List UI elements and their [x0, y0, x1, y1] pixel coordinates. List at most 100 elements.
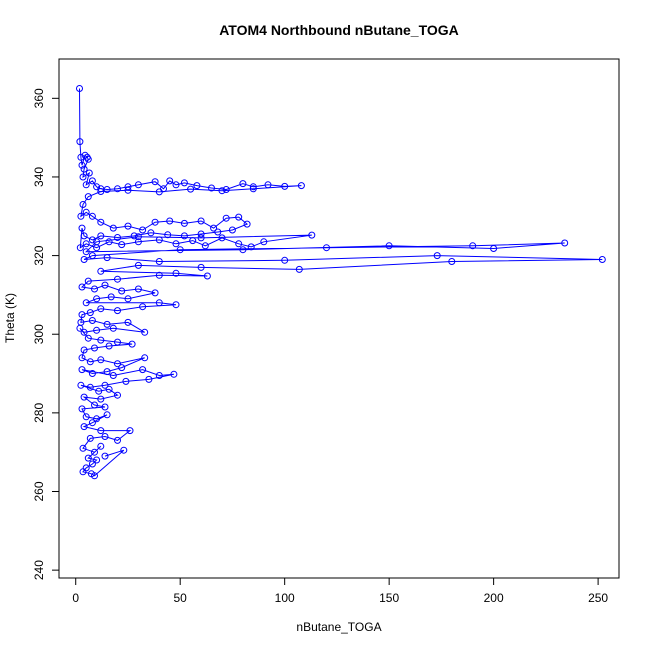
data-point [180, 232, 188, 240]
data-point [180, 179, 188, 187]
data-point [79, 201, 87, 208]
data-point [103, 320, 111, 328]
data-point [88, 252, 96, 260]
data-point [82, 208, 90, 216]
data-point [114, 275, 121, 283]
data-point [561, 239, 569, 247]
data-point [78, 405, 86, 413]
data-point [114, 234, 121, 241]
data-point [126, 427, 134, 435]
data-point [228, 226, 236, 234]
data-point [88, 419, 96, 427]
data-point [97, 395, 105, 403]
data-point [93, 295, 101, 303]
data-point [86, 383, 94, 391]
data-point [105, 342, 113, 350]
data-point [124, 186, 132, 194]
data-point [109, 372, 117, 379]
data-point [124, 222, 132, 230]
data-point [78, 311, 86, 319]
data-point [222, 214, 230, 222]
data-point [180, 219, 188, 227]
data-point [134, 233, 142, 241]
data-point [208, 184, 215, 192]
data-point [91, 344, 98, 352]
data-point [249, 183, 257, 191]
data-point [166, 177, 174, 185]
y-tick-label: 360 [32, 88, 46, 108]
plot-area [58, 58, 620, 579]
data-point [76, 244, 84, 252]
data-point [91, 472, 98, 480]
data-point [76, 138, 84, 146]
data-point [323, 244, 330, 252]
data-point [80, 328, 88, 336]
data-point [239, 246, 247, 254]
data-point [222, 186, 230, 193]
data-point [120, 446, 128, 454]
data-point [93, 326, 101, 334]
chart-title: ATOM4 Northbound nButane_TOGA [219, 22, 459, 38]
x-tick-label: 250 [588, 591, 608, 605]
data-point [281, 256, 289, 264]
data-point [155, 188, 163, 196]
data-point [109, 324, 117, 332]
data-point [114, 360, 121, 368]
data-point [88, 236, 96, 244]
data-point [469, 242, 477, 250]
data-point [308, 231, 316, 239]
data-point [86, 358, 94, 366]
data-point [82, 248, 90, 256]
data-point [141, 328, 149, 336]
x-tick-label: 150 [379, 591, 399, 605]
data-point [197, 263, 205, 271]
data-point [101, 433, 109, 440]
data-point [103, 186, 111, 193]
data-point [91, 401, 98, 409]
data-point [218, 187, 226, 195]
data-point [134, 181, 142, 189]
data-point [93, 183, 101, 191]
data-point [260, 238, 268, 246]
data-point [151, 178, 159, 186]
data-point [239, 180, 247, 188]
data-point [78, 224, 86, 232]
data-point [124, 183, 132, 191]
data-point [79, 468, 87, 476]
data-point [84, 193, 92, 201]
data-point [114, 436, 121, 444]
data-point [114, 185, 121, 193]
data-point [78, 161, 86, 169]
data-point [114, 391, 121, 399]
data-point [243, 220, 251, 228]
data-point [155, 372, 163, 379]
data-point [170, 370, 178, 378]
data-point [103, 368, 111, 376]
data-point [80, 256, 88, 263]
data-point [114, 338, 121, 346]
data-point [297, 182, 305, 190]
x-tick-label: 100 [275, 591, 295, 605]
data-point [197, 217, 205, 225]
data-point [82, 413, 90, 421]
data-point [147, 229, 155, 237]
data-point [247, 243, 255, 251]
data-point [97, 336, 105, 344]
data-point [490, 245, 498, 252]
data-point [164, 231, 172, 239]
data-point [139, 366, 147, 374]
data-point [264, 181, 272, 189]
data-point [145, 375, 153, 383]
data-point [189, 237, 197, 245]
data-point [118, 241, 126, 249]
data-point [235, 240, 243, 248]
data-point [118, 287, 126, 295]
data-point [155, 299, 163, 307]
data-point [210, 224, 218, 232]
data-point [101, 403, 109, 411]
data-point [97, 188, 105, 195]
x-tick-label: 0 [72, 591, 79, 605]
data-point [84, 454, 92, 462]
data-point [93, 456, 101, 464]
